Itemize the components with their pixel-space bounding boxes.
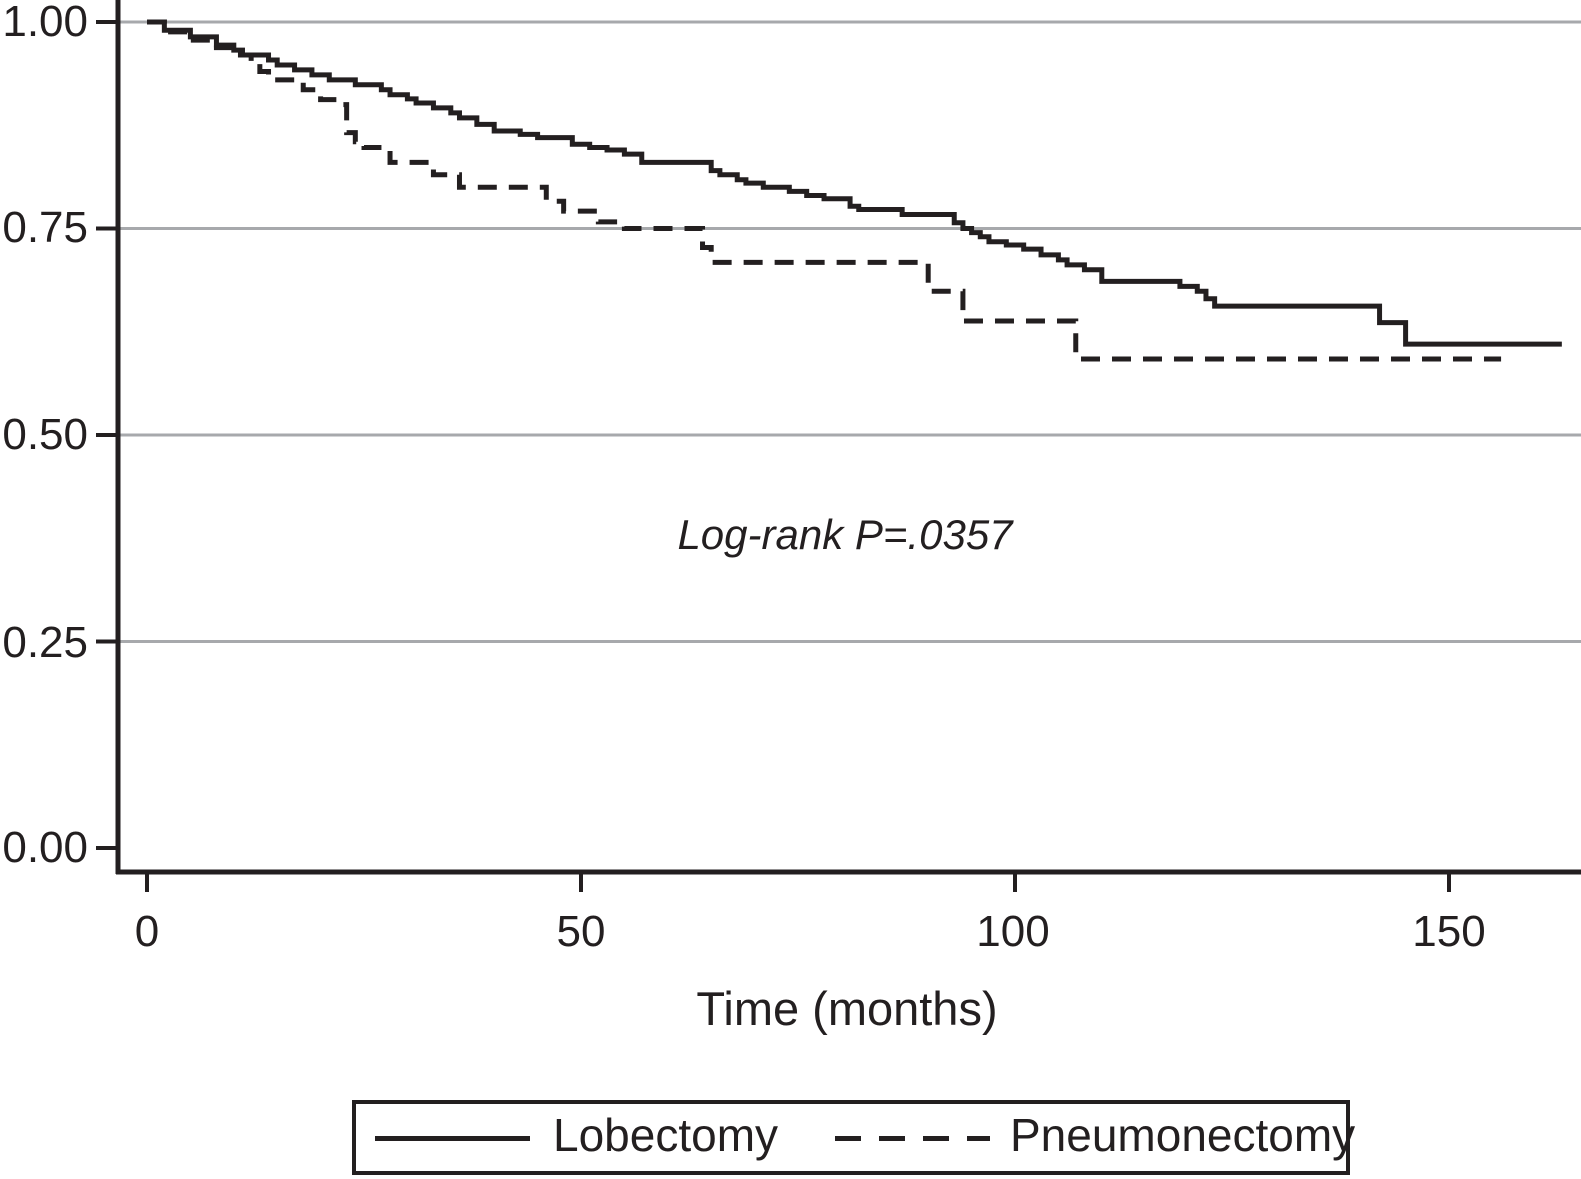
log-rank-p-value-annotation: Log-rank P=.0357: [677, 511, 1013, 558]
xtick-label-0: 0: [134, 907, 160, 956]
legend: Lobectomy Pneumonectomy: [352, 1100, 1355, 1175]
solid-line-sample-icon: [375, 1136, 530, 1141]
ytick-label-025: 0.25: [2, 618, 88, 667]
curve-pneumonectomy: [147, 19, 1502, 362]
xtick-label-150: 150: [1412, 907, 1486, 956]
x-axis-title: Time (months): [696, 982, 998, 1035]
xtick-label-100: 100: [976, 907, 1050, 956]
dashed-line-sample-icon: [835, 1136, 990, 1141]
legend-label-lobectomy: Lobectomy: [553, 1109, 779, 1161]
curve-lobectomy: [147, 19, 1562, 347]
ytick-label-050: 0.50: [2, 410, 88, 459]
xtick-label-50: 50: [556, 907, 606, 956]
ytick-label-100: 1.00: [2, 0, 88, 46]
ytick-label-075: 0.75: [2, 203, 88, 252]
ytick-label-000: 0.00: [2, 823, 88, 872]
legend-label-pneumonectomy: Pneumonectomy: [1010, 1109, 1356, 1161]
